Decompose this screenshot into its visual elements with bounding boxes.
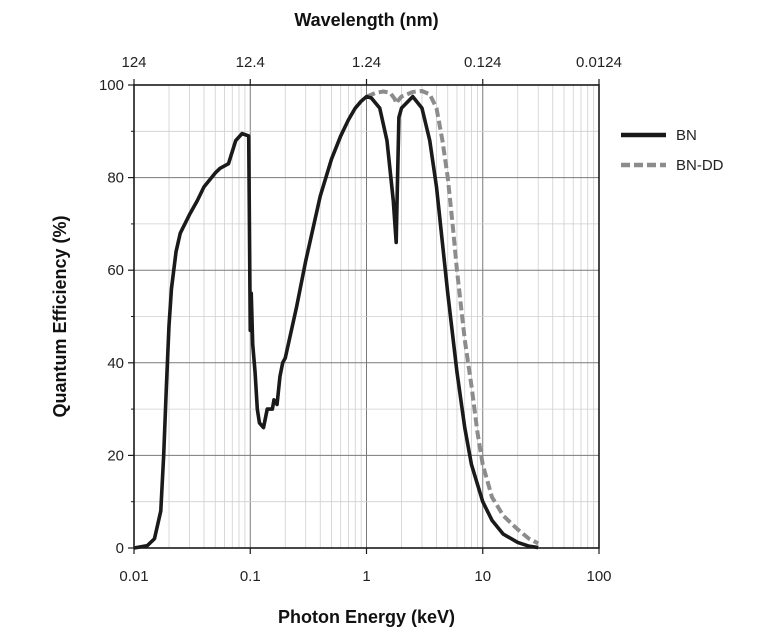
plot-frame [133,84,600,549]
y-tick-label: 60 [107,262,124,279]
legend: BN BN-DD [621,127,724,174]
x2-tick-label: 12.4 [236,54,265,71]
y-tick-label: 0 [116,540,124,557]
x-tick-label: 100 [586,568,611,585]
x2-axis-ticks: 124 12.4 1.24 0.124 0.0124 [121,54,622,85]
x-tick-label: 1 [362,568,370,585]
y-tick-label: 100 [99,77,124,94]
y-axis-title: Quantum Efficiency (%) [50,215,70,417]
y-tick-label: 20 [107,447,124,464]
y-tick-label: 80 [107,170,124,187]
x-tick-label: 10 [474,568,491,585]
x2-axis-title: Wavelength (nm) [294,10,438,30]
y-axis-ticks: 0 20 40 60 80 100 [99,77,134,557]
series-line-bn-dd [365,89,540,546]
grid-lines [134,85,599,548]
legend-label-bn: BN [676,127,697,144]
x2-tick-label: 0.0124 [576,54,622,71]
x2-tick-label: 1.24 [352,54,381,71]
x2-tick-label: 124 [121,54,146,71]
legend-label-bn-dd: BN-DD [676,157,724,174]
series-line-bn [133,94,539,550]
series-layer [133,89,540,550]
x-tick-label: 0.1 [240,568,261,585]
y-tick-label: 40 [107,355,124,372]
x-axis-title: Photon Energy (keV) [278,607,455,627]
x2-tick-label: 0.124 [464,54,502,71]
x-tick-label: 0.01 [119,568,148,585]
x-axis-ticks: 0.01 0.1 1 10 100 [119,548,612,585]
